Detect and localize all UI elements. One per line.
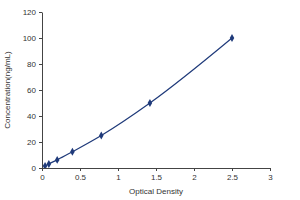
point: [70, 148, 75, 156]
point: [148, 99, 153, 107]
tick-label: 0: [32, 164, 37, 173]
marks: [43, 34, 235, 168]
x-axis: 0 0.5 1 1.5 2 2.5 3: [40, 168, 273, 182]
tick: 100: [23, 34, 42, 43]
tick-label: 2.5: [227, 173, 239, 182]
tick-label: 80: [27, 60, 36, 69]
tick-label: 100: [23, 34, 37, 43]
tick-mark: [118, 168, 119, 171]
tick-label: 0: [40, 173, 45, 182]
plot: 0 0.5 1 1.5 2 2.5 3 0 20 40 60 80 100 120: [23, 8, 274, 182]
tick-label: 2: [192, 173, 197, 182]
line: [45, 38, 232, 166]
tick-mark: [270, 168, 271, 171]
tick-label: 0.5: [75, 173, 87, 182]
tick-mark: [80, 168, 81, 171]
tick: 60: [27, 86, 42, 95]
tick: 2: [192, 168, 197, 182]
tick: 120: [23, 8, 42, 17]
tick: 0: [40, 168, 45, 182]
tick-mark: [39, 90, 42, 91]
tick-label: 60: [27, 86, 36, 95]
tick-mark: [39, 64, 42, 65]
point: [230, 34, 235, 42]
tick: 2.5: [227, 168, 239, 182]
x-axis-title: Optical Density: [129, 187, 183, 196]
tick-mark: [194, 168, 195, 171]
tick: 3: [268, 168, 273, 182]
tick-mark: [232, 168, 233, 171]
tick: 40: [27, 112, 42, 121]
chart: 0 0.5 1 1.5 2 2.5 3 0 20 40 60 80 100 120 Optical Dens…: [0, 0, 300, 200]
tick-mark: [156, 168, 157, 171]
tick: 0.5: [75, 168, 87, 182]
tick-mark: [39, 38, 42, 39]
axis-line: [42, 13, 43, 169]
tick-label: 1.5: [151, 173, 163, 182]
tick: 0: [32, 164, 42, 173]
point: [43, 162, 48, 168]
tick-label: 3: [268, 173, 273, 182]
point: [55, 156, 60, 164]
y-axis: 0 20 40 60 80 100 120: [23, 8, 43, 173]
tick-label: 40: [27, 112, 36, 121]
tick-label: 120: [23, 8, 37, 17]
tick-mark: [39, 12, 42, 13]
tick-mark: [39, 168, 42, 169]
tick: 20: [27, 138, 42, 147]
tick-label: 1: [116, 173, 121, 182]
point: [47, 160, 52, 168]
tick: 1.5: [151, 168, 163, 182]
point: [99, 132, 104, 140]
y-axis-title: Concentration(ng/mL): [3, 51, 12, 129]
tick-mark: [39, 142, 42, 143]
tick: 80: [27, 60, 42, 69]
tick-label: 20: [27, 138, 36, 147]
tick: 1: [116, 168, 121, 182]
tick-mark: [39, 116, 42, 117]
